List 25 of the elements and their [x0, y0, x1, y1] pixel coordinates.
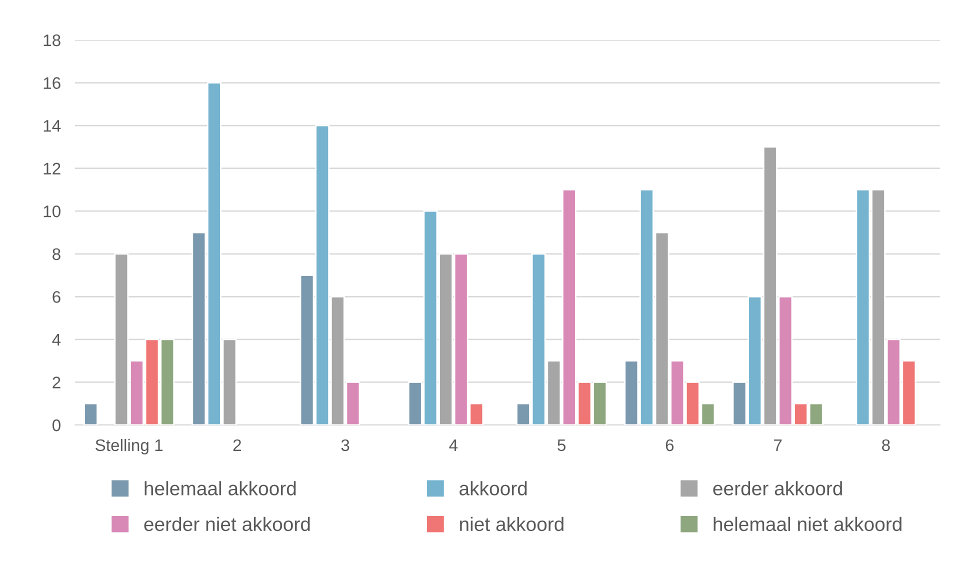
y-tick-label: 18 — [44, 34, 60, 46]
y-tick-label: 16 — [44, 77, 60, 89]
y-tick-label: 2 — [52, 376, 60, 388]
bar — [84, 402, 98, 425]
x-tick-label: 5 — [558, 440, 566, 452]
legend-label: eerder niet akkoord — [144, 516, 310, 532]
legend-label: helemaal akkoord — [144, 481, 296, 496]
y-tick-label: 4 — [52, 334, 61, 346]
x-tick-label: 8 — [882, 439, 890, 452]
x-tick-label: 3 — [341, 439, 350, 452]
legend-label: helemaal niet akkoord — [714, 516, 902, 532]
y-tick-label: 10 — [44, 206, 60, 218]
y-tick-label: 8 — [52, 248, 60, 260]
x-tick-label: 2 — [233, 439, 241, 451]
y-tick-label: 0 — [52, 419, 60, 432]
x-tick-label: 6 — [666, 439, 674, 452]
x-tick-label: 4 — [449, 440, 458, 451]
legend-label: eerder akkoord — [713, 481, 842, 496]
y-tick-label: 14 — [44, 120, 61, 132]
legend-label: niet akkoord — [460, 516, 564, 532]
y-tick-label: 6 — [52, 291, 60, 303]
y-tick-label: 12 — [44, 162, 60, 174]
x-tick-label: Stelling 1 — [96, 438, 163, 454]
legend-label: akkoord — [460, 481, 527, 496]
x-tick-label: 7 — [774, 440, 782, 451]
